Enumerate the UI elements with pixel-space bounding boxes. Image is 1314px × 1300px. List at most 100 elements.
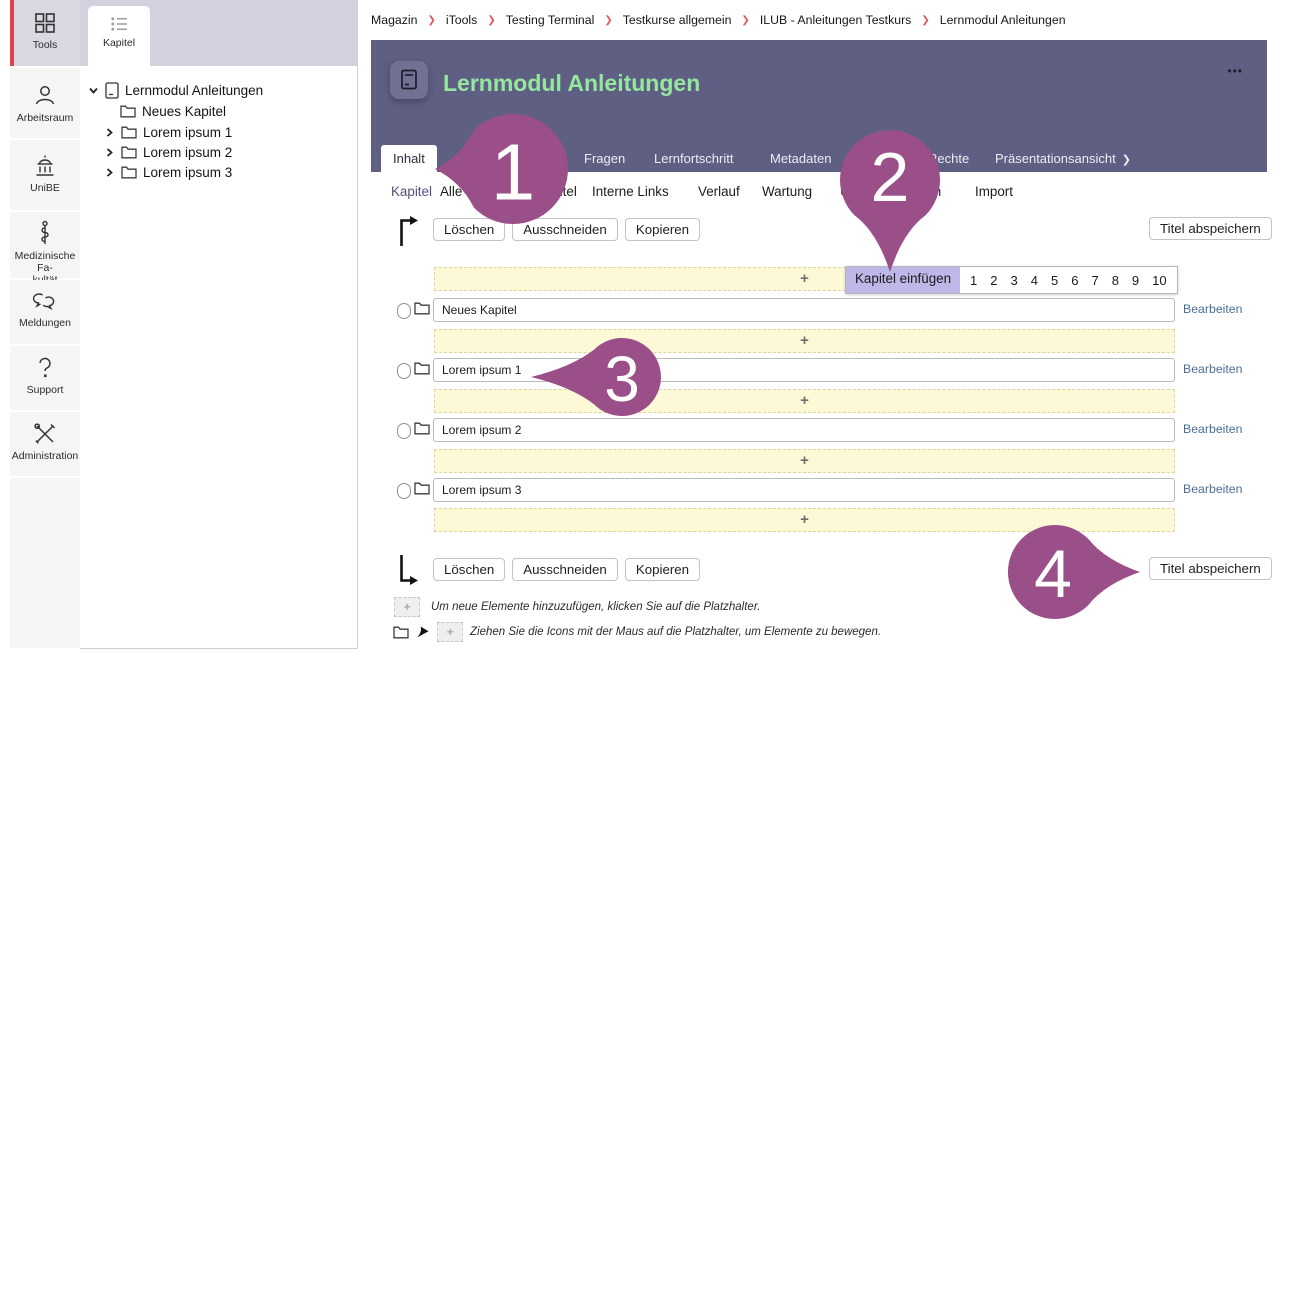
- active-indicator: [10, 0, 14, 66]
- edit-link[interactable]: Bearbeiten: [1183, 482, 1243, 496]
- legend-drag-hint: + Ziehen Sie die Icons mit der Maus auf …: [393, 622, 881, 642]
- subtab-verlauf[interactable]: Verlauf: [698, 184, 740, 199]
- chevron-right-icon[interactable]: [104, 127, 115, 138]
- chapter-title-input[interactable]: [433, 418, 1175, 442]
- tab-metadaten[interactable]: Metadaten: [770, 151, 832, 166]
- save-titles-button[interactable]: Titel abspeichern: [1149, 557, 1272, 580]
- insert-placeholder[interactable]: +: [434, 449, 1175, 473]
- insert-placeholder[interactable]: +: [434, 508, 1175, 532]
- rail-item-label: Arbeitsraum: [16, 112, 74, 124]
- copy-button[interactable]: Kopieren: [624, 558, 701, 581]
- insert-count-options: 1 2 3 4 5 6 7 8 9 10: [960, 267, 1177, 293]
- cut-button[interactable]: Ausschneiden: [512, 558, 618, 581]
- chapter-title-input[interactable]: [433, 478, 1175, 502]
- rail-item-arbeitsraum[interactable]: Arbeitsraum: [10, 68, 80, 138]
- side-panel-tab-kapitel[interactable]: Kapitel: [88, 6, 150, 66]
- count-option[interactable]: 3: [1010, 272, 1018, 288]
- folder-icon: [121, 146, 137, 159]
- subtab-alle-seiten[interactable]: Alle Seiten: [440, 184, 505, 199]
- count-option[interactable]: 6: [1071, 272, 1079, 288]
- toolbar-top: Löschen Ausschneiden Kopieren: [433, 218, 701, 241]
- tree-item-chapter[interactable]: Lorem ipsum 1: [104, 122, 232, 142]
- rail-item-label: Tools: [32, 39, 58, 51]
- tab-inhalt[interactable]: Inhalt: [381, 145, 437, 172]
- chevron-right-icon[interactable]: [104, 167, 115, 178]
- insert-placeholder[interactable]: +: [434, 389, 1175, 413]
- svg-text:4: 4: [1034, 536, 1072, 612]
- tree-item-chapter[interactable]: Lorem ipsum 2: [104, 142, 232, 162]
- folder-icon[interactable]: [414, 362, 430, 375]
- save-titles-button[interactable]: Titel abspeichern: [1149, 217, 1272, 240]
- rail-item-administration[interactable]: Administration: [10, 412, 80, 476]
- folder-icon[interactable]: [414, 482, 430, 495]
- edit-link[interactable]: Bearbeiten: [1183, 362, 1243, 376]
- plus-icon: +: [800, 270, 809, 287]
- actions-ellipsis-icon[interactable]: •••: [1227, 64, 1243, 78]
- object-header: Lernmodul Anleitungen ••• Inhalt Einstel…: [371, 40, 1267, 172]
- subtab-untertitel-medien[interactable]: Untertitel Medien: [840, 184, 942, 199]
- folder-icon[interactable]: [414, 422, 430, 435]
- insert-chapter-option[interactable]: Kapitel einfügen: [846, 267, 961, 293]
- edit-link[interactable]: Bearbeiten: [1183, 302, 1243, 316]
- chapter-checkbox[interactable]: [397, 363, 411, 379]
- tab-fragen[interactable]: Fragen: [584, 151, 626, 166]
- annotation-callout-4: 4: [1007, 525, 1140, 619]
- rail-item-support[interactable]: Support: [10, 346, 80, 410]
- subtab-kapitel[interactable]: Kapitel: [391, 184, 432, 199]
- count-option[interactable]: 8: [1111, 272, 1119, 288]
- tab-einstellungen[interactable]: Einstellungen: [471, 151, 550, 166]
- chevron-down-icon[interactable]: [88, 85, 99, 96]
- count-option[interactable]: 2: [990, 272, 998, 288]
- tab-export[interactable]: Export: [859, 151, 897, 166]
- tree-item-chapter[interactable]: Neues Kapitel: [120, 101, 226, 121]
- breadcrumb-item[interactable]: iTools: [445, 13, 478, 27]
- list-icon: [88, 16, 150, 32]
- count-option[interactable]: 4: [1030, 272, 1038, 288]
- subtab-interne-links[interactable]: Interne Links: [592, 184, 669, 199]
- insert-placeholder[interactable]: +: [434, 329, 1175, 353]
- breadcrumb-item[interactable]: Magazin: [371, 13, 418, 27]
- folder-icon[interactable]: [414, 302, 430, 315]
- chevron-right-icon: ❯: [427, 14, 436, 26]
- chapter-title-input[interactable]: [433, 358, 1175, 382]
- crossed-tools-icon: [10, 422, 80, 446]
- cut-button[interactable]: Ausschneiden: [512, 218, 618, 241]
- rail-item-meldungen[interactable]: Meldungen: [10, 280, 80, 344]
- breadcrumb-item[interactable]: Lernmodul Anleitungen: [939, 13, 1066, 27]
- breadcrumb-item[interactable]: Testing Terminal: [505, 13, 595, 27]
- tree-item-label: Lorem ipsum 2: [143, 144, 233, 160]
- tab-lernfortschritt[interactable]: Lernfortschritt: [654, 151, 734, 166]
- chapter-checkbox[interactable]: [397, 483, 411, 499]
- count-option[interactable]: 7: [1091, 272, 1099, 288]
- edit-link[interactable]: Bearbeiten: [1183, 422, 1243, 436]
- count-option[interactable]: 10: [1152, 272, 1167, 288]
- tree-item-root[interactable]: Lernmodul Anleitungen: [88, 80, 263, 100]
- question-icon: [10, 356, 80, 380]
- tab-praesentationsansicht[interactable]: Präsentationsansicht ❯: [995, 151, 1131, 166]
- subtab-wartung[interactable]: Wartung: [762, 184, 813, 199]
- count-option[interactable]: 1: [970, 272, 978, 288]
- chevron-right-icon[interactable]: [104, 147, 115, 158]
- rail-item-label: UniBE: [30, 182, 60, 194]
- rail-item-medizinische-fakultaet[interactable]: Medizinische Fa- kultät: [10, 212, 80, 286]
- rail-item-unibe[interactable]: UniBE: [10, 140, 80, 210]
- chapter-checkbox[interactable]: [397, 423, 411, 439]
- chapter-title-input[interactable]: [433, 298, 1175, 322]
- chevron-right-icon: ❯: [487, 14, 496, 26]
- chapter-checkbox[interactable]: [397, 303, 411, 319]
- side-panel-tab-label: Kapitel: [102, 37, 136, 49]
- delete-button[interactable]: Löschen: [433, 218, 506, 241]
- rail-item-tools[interactable]: Tools: [10, 0, 80, 66]
- subtab-seitentitel[interactable]: Seitentitel: [518, 184, 577, 199]
- copy-button[interactable]: Kopieren: [624, 218, 701, 241]
- tab-rechte[interactable]: Rechte: [928, 151, 970, 166]
- count-option[interactable]: 9: [1131, 272, 1140, 288]
- delete-button[interactable]: Löschen: [433, 558, 506, 581]
- subtab-import[interactable]: Import: [975, 184, 1013, 199]
- breadcrumb-item[interactable]: Testkurse allgemein: [622, 13, 732, 27]
- tree-item-chapter[interactable]: Lorem ipsum 3: [104, 162, 232, 182]
- plus-placeholder-icon: +: [437, 622, 463, 642]
- caduceus-icon: [10, 220, 80, 246]
- count-option[interactable]: 5: [1050, 272, 1059, 288]
- breadcrumb-item[interactable]: ILUB - Anleitungen Testkurs: [759, 13, 912, 27]
